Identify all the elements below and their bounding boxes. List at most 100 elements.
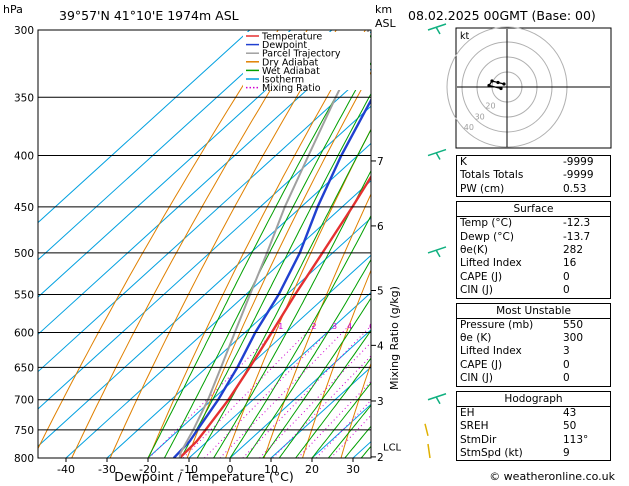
mixing-ratio-label: 2 [311,322,316,331]
km-tick-label: 5 [377,286,384,298]
profile-lines: 1 2 3 4 6 8 10 15 20 25 [172,30,447,458]
mixing-ratio-label: 4 [347,322,352,331]
stat-label: StmDir [460,433,497,446]
hodograph-point [487,83,491,88]
mixing-ratio-label: 20 [437,322,447,331]
stat-label: EH [460,406,475,419]
stat-row: Dewp (°C) -13.7 [457,231,610,244]
stat-row: SREH 50 [457,420,610,433]
series-line-dewpoint [172,97,371,458]
mixing-ratio-line [219,324,350,458]
stat-value: 0 [563,284,570,297]
datetime-title: 08.02.2025 00GMT (Base: 00) [408,8,596,23]
stat-row: PW (cm) 0.53 [457,183,610,196]
stat-value: 550 [563,318,584,331]
hodograph-frame [455,27,612,149]
legend-label: Parcel Trajectory [262,49,341,60]
isotherm-line [106,217,371,458]
stat-value: 43 [563,406,577,419]
hodograph-unit: kt [460,31,470,42]
stat-value: 50 [563,420,577,433]
pressure-tick-label: 300 [14,25,34,37]
stat-value: 0 [563,358,570,371]
stat-label: Temp (°C) [460,217,513,230]
mixing-ratio-line [259,341,371,458]
pressure-tick-label: 450 [14,202,34,214]
wind-barb [427,148,447,160]
stat-value: 9 [563,446,570,459]
pressure-tick-label: 800 [14,453,34,465]
stat-row: θe(K) 282 [457,244,610,257]
hodograph-stats-title: Hodograph [457,392,610,407]
location-title: 39°57'N 41°10'E 1974m ASL [59,8,239,23]
wind-barb [427,23,447,35]
surface-box: Surface Temp (°C) -12.3 Dewp (°C) -13.7 θe… [456,201,611,299]
dry-adiabat-line [610,30,629,458]
stat-value: 3 [563,345,570,358]
mixing-ratio-label: 1 [278,322,283,331]
footer-credit: © weatheronline.co.uk [489,470,615,483]
hodograph-point [499,86,503,91]
temp-tick-label: 20 [305,463,319,476]
x-axis-label: Dewpoint / Temperature (°C) [114,469,293,484]
pressure-tick-label: 350 [14,92,34,104]
indices-box: K -9999 Totals Totals -9999 PW (cm) 0.53 [456,155,611,198]
stat-value: 300 [563,332,584,345]
wind-barb [424,423,429,437]
stat-label: Totals Totals [460,169,524,182]
hpa-label: hPa [3,3,23,16]
stat-value: 282 [563,244,584,257]
lcl-label: LCL [383,443,402,454]
stat-label: CIN (J) [460,284,493,297]
hodograph-ring-label: 20 [485,102,495,111]
km-tick-label: 6 [377,221,384,233]
hodograph-point [496,80,500,85]
stat-label: CAPE (J) [460,270,503,283]
legend-background [243,32,370,90]
legend-label: Mixing Ratio [262,83,321,94]
hodograph-ring-label: 30 [475,112,485,121]
stat-value: 16 [563,257,577,270]
surface-title: Surface [457,202,610,218]
mixing-ratio-line [297,380,371,458]
wet-adiabat-line [311,382,371,458]
pressure-tick-label: 650 [14,362,34,374]
stat-value: 0.53 [563,182,587,195]
isotherm-line [229,329,371,458]
isotherm-line [38,30,333,298]
stat-row: StmSpd (kt) 9 [457,447,610,460]
dry-adiabat-line [340,361,371,458]
km-tick-label: 7 [377,156,384,168]
km-tick-label: 4 [377,340,384,352]
wet-adiabat-line [328,404,371,458]
pressure-tick-label: 700 [14,395,34,407]
stat-label: Lifted Index [460,345,522,358]
hodograph-stats-box: Hodograph EH 43 SREH 50 StmDir 113° StmSpd … [456,390,611,462]
wind-barb [427,443,431,459]
dry-adiabat-line [225,128,371,458]
wet-adiabat-line [262,297,371,458]
pressure-tick-label: 750 [14,425,34,437]
stat-value: 113° [563,433,589,446]
km-tick-label: 3 [377,396,384,408]
series-line-parcel-trajectory [178,30,370,458]
pressure-tick-label: 500 [14,248,34,260]
stat-label: K [460,156,467,168]
mixing-ratio-label: 3 [332,322,337,331]
isotherm-line [188,291,371,458]
stat-row: CIN (J) 0 [457,372,610,385]
stat-label: SREH [460,420,489,433]
temp-tick-label: -30 [98,463,116,476]
pressure-tick-label: 550 [14,289,34,301]
wind-barb [427,246,447,258]
stat-label: CAPE (J) [460,358,503,371]
hodograph-point [490,79,494,83]
stat-row: Lifted Index 16 [457,257,610,270]
isotherm-line [65,180,371,458]
wet-adiabat-line [295,357,371,458]
mixing-ratio-line [148,324,282,458]
mixing-ratio-label: 15 [420,322,430,331]
temp-tick-label: 10 [264,463,278,476]
